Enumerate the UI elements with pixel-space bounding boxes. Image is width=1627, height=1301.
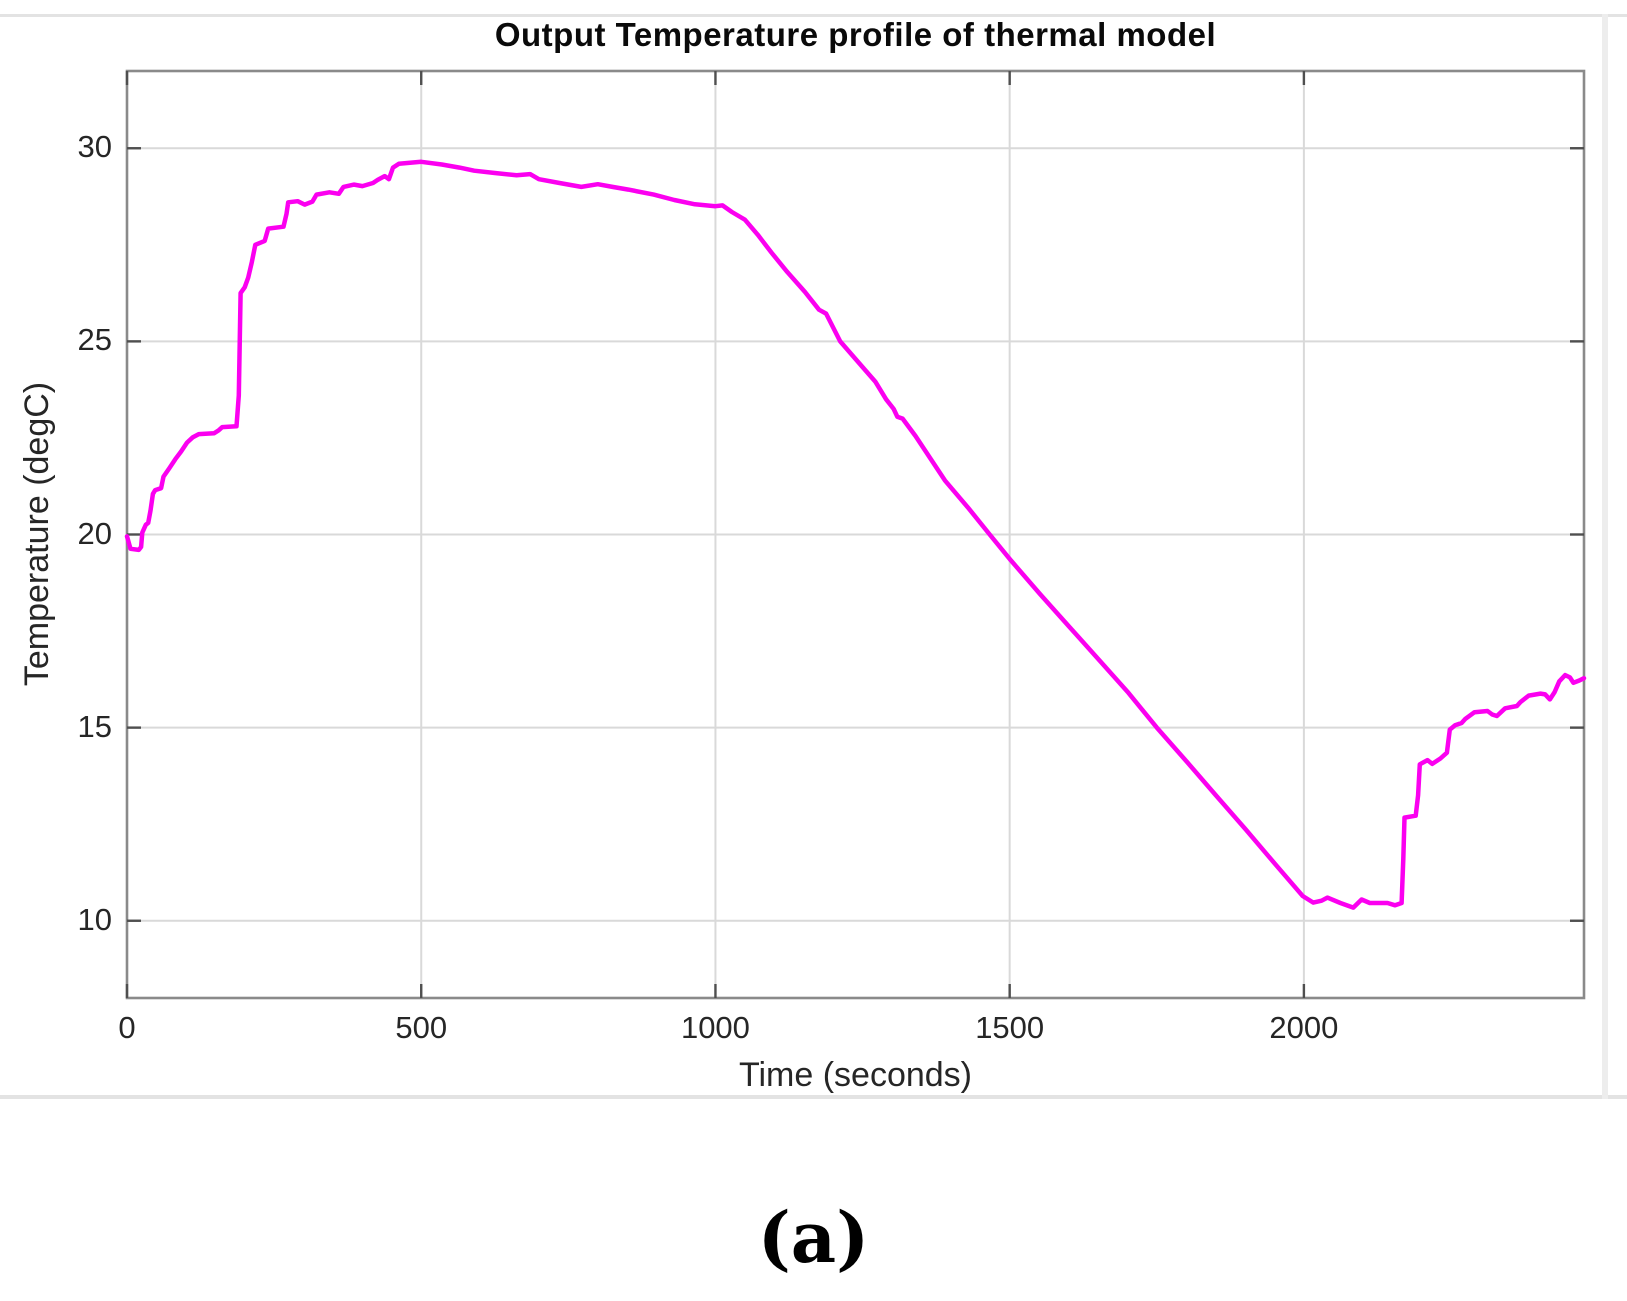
x-tick-label: 1500: [975, 1010, 1045, 1045]
x-tick-label: 2000: [1269, 1010, 1339, 1045]
x-tick-label: 500: [395, 1010, 448, 1045]
x-tick-label: 0: [118, 1010, 136, 1045]
subfigure-caption: (a): [757, 1196, 870, 1279]
y-tick-label: 30: [77, 129, 112, 165]
y-tick-label: 15: [77, 708, 112, 744]
x-tick-label: 1000: [680, 1010, 750, 1045]
page-border-bottom: [0, 1095, 1627, 1099]
page-border-right: [1602, 14, 1608, 1099]
y-tick-label: 20: [77, 515, 112, 551]
x-axis-label: Time (seconds): [738, 1056, 973, 1094]
y-tick-label: 25: [77, 322, 112, 358]
temperature-line: [124, 159, 1587, 910]
page-border-top: [0, 14, 1627, 17]
y-tick-label: 10: [77, 901, 112, 937]
chart-title: Output Temperature profile of thermal mo…: [494, 16, 1217, 53]
